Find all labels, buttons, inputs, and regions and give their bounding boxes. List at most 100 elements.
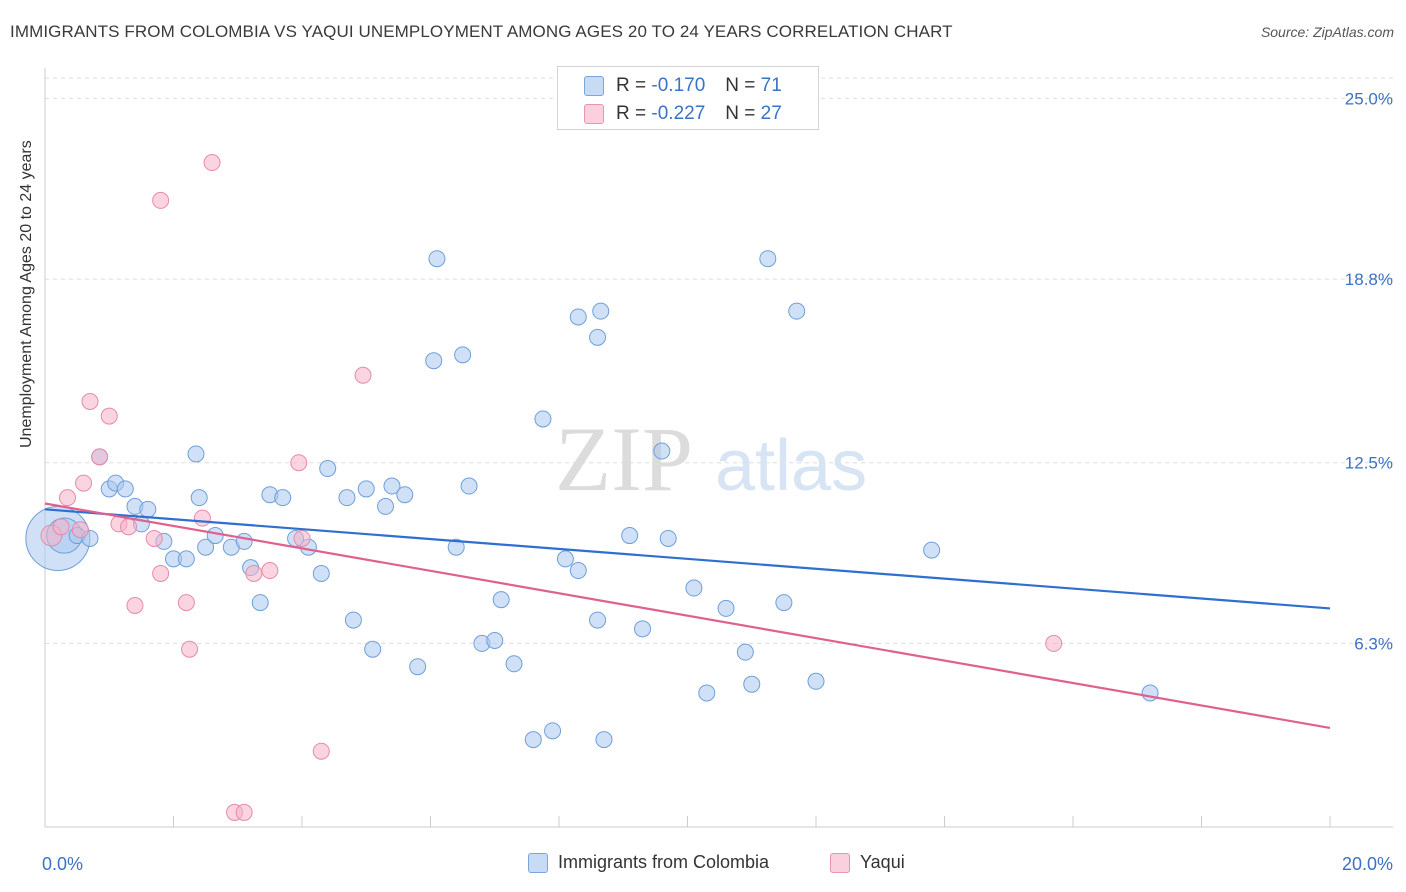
legend-swatch-colombia: [528, 852, 548, 873]
colombia-point: [344, 611, 362, 629]
yaqui-point: [177, 594, 195, 612]
colombia-point: [116, 480, 134, 498]
colombia-point: [396, 486, 414, 504]
yaqui-point: [81, 392, 99, 410]
colombia-point: [486, 631, 504, 649]
legend-swatch-colombia: [584, 76, 604, 96]
x-tick-label: 0.0%: [42, 854, 83, 874]
yaqui-point: [58, 489, 76, 507]
legend-swatch-yaqui: [830, 852, 850, 873]
colombia-point: [428, 250, 446, 268]
colombia-point: [206, 527, 224, 545]
colombia-point: [377, 497, 395, 515]
colombia-point: [177, 550, 195, 568]
y-axis-label: Unemployment Among Ages 20 to 24 years: [18, 140, 35, 448]
legend-row-colombia: R = -0.170 N = 71: [584, 72, 782, 100]
yaqui-point: [152, 564, 170, 582]
r-label: R =: [616, 103, 647, 124]
colombia-point: [653, 442, 671, 460]
r-value: -0.170: [651, 75, 706, 96]
yaqui-point: [152, 191, 170, 209]
colombia-point: [736, 643, 754, 661]
correlation-legend: R = -0.170 N = 71 R = -0.227 N = 27: [557, 66, 819, 130]
chart-title: IMMIGRANTS FROM COLOMBIA VS YAQUI UNEMPL…: [10, 22, 953, 41]
colombia-point: [409, 658, 427, 676]
colombia-point: [187, 445, 205, 463]
colombia-point: [923, 541, 941, 559]
colombia-point: [569, 308, 587, 326]
legend-item-yaqui[interactable]: Yaqui: [830, 852, 905, 873]
colombia-point: [595, 731, 613, 749]
yaqui-point: [354, 366, 372, 384]
series-colombia-points: [25, 250, 1159, 749]
colombia-point: [197, 538, 215, 556]
trend-lines: [44, 502, 1331, 729]
colombia-point: [569, 562, 587, 580]
colombia-point: [743, 675, 761, 693]
yaqui-point: [245, 564, 263, 582]
yaqui-point: [145, 529, 163, 547]
yaqui-point: [193, 509, 211, 527]
colombia-point: [544, 722, 562, 740]
colombia-point: [492, 591, 510, 609]
colombia-point: [634, 620, 652, 638]
colombia-point: [534, 410, 552, 428]
yaqui-point: [181, 640, 199, 658]
yaqui-trend-line: [44, 502, 1331, 729]
n-value: 27: [760, 103, 782, 124]
n-label: N =: [725, 75, 756, 96]
y-tick-label: 12.5%: [1345, 454, 1393, 473]
colombia-point: [338, 489, 356, 507]
yaqui-point: [1045, 634, 1063, 652]
colombia-point: [685, 579, 703, 597]
colombia-point: [589, 328, 607, 346]
source-credit: Source: ZipAtlas.com: [1260, 24, 1394, 40]
colombia-point: [235, 532, 253, 550]
yaqui-point: [100, 407, 118, 425]
yaqui-point: [71, 521, 89, 539]
yaqui-point: [203, 154, 221, 172]
colombia-point: [312, 564, 330, 582]
colombia-point: [621, 527, 639, 545]
n-label: N =: [725, 103, 756, 124]
colombia-point: [319, 460, 337, 478]
colombia-point: [274, 489, 292, 507]
colombia-point: [592, 302, 610, 320]
r-value: -0.227: [651, 103, 706, 124]
yaqui-point: [52, 518, 70, 536]
watermark-zip: ZIP: [555, 408, 693, 510]
colombia-point: [447, 538, 465, 556]
legend-swatch-yaqui: [584, 104, 604, 124]
y-tick-label: 25.0%: [1345, 89, 1393, 108]
colombia-point: [139, 500, 157, 518]
legend-item-colombia[interactable]: Immigrants from Colombia: [528, 852, 769, 873]
colombia-point: [454, 346, 472, 364]
legend-label-yaqui: Yaqui: [860, 852, 905, 872]
colombia-point: [505, 655, 523, 673]
colombia-point: [556, 550, 574, 568]
axes: [44, 68, 1393, 828]
n-value: 71: [760, 75, 782, 96]
yaqui-point: [75, 474, 93, 492]
y-tick-label: 6.3%: [1354, 634, 1393, 653]
series-legend: Immigrants from Colombia Yaqui: [0, 852, 1406, 878]
yaqui-point: [91, 448, 109, 466]
colombia-point: [807, 672, 825, 690]
colombia-point: [190, 489, 208, 507]
grid-lines: [45, 77, 1393, 644]
yaqui-point: [290, 454, 308, 472]
yaqui-point: [120, 518, 138, 536]
colombia-point: [251, 594, 269, 612]
colombia-point: [659, 529, 677, 547]
yaqui-point: [312, 742, 330, 760]
colombia-point: [364, 640, 382, 658]
colombia-point: [717, 599, 735, 617]
watermark-atlas: atlas: [715, 426, 867, 506]
y-tick-label: 18.8%: [1345, 270, 1393, 289]
yaqui-point: [126, 597, 144, 615]
colombia-point: [460, 477, 478, 495]
r-label: R =: [616, 75, 647, 96]
tick-labels: 6.3% 12.5% 18.8% 25.0% 0.0% 20.0%: [42, 89, 1393, 874]
colombia-trend-line: [44, 508, 1331, 610]
legend-label-colombia: Immigrants from Colombia: [558, 852, 770, 872]
